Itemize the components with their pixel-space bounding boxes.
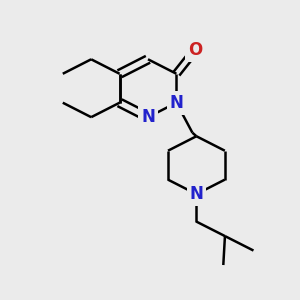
Text: O: O: [188, 41, 202, 59]
Text: N: N: [141, 108, 155, 126]
Text: N: N: [190, 185, 203, 203]
Text: N: N: [169, 94, 183, 112]
